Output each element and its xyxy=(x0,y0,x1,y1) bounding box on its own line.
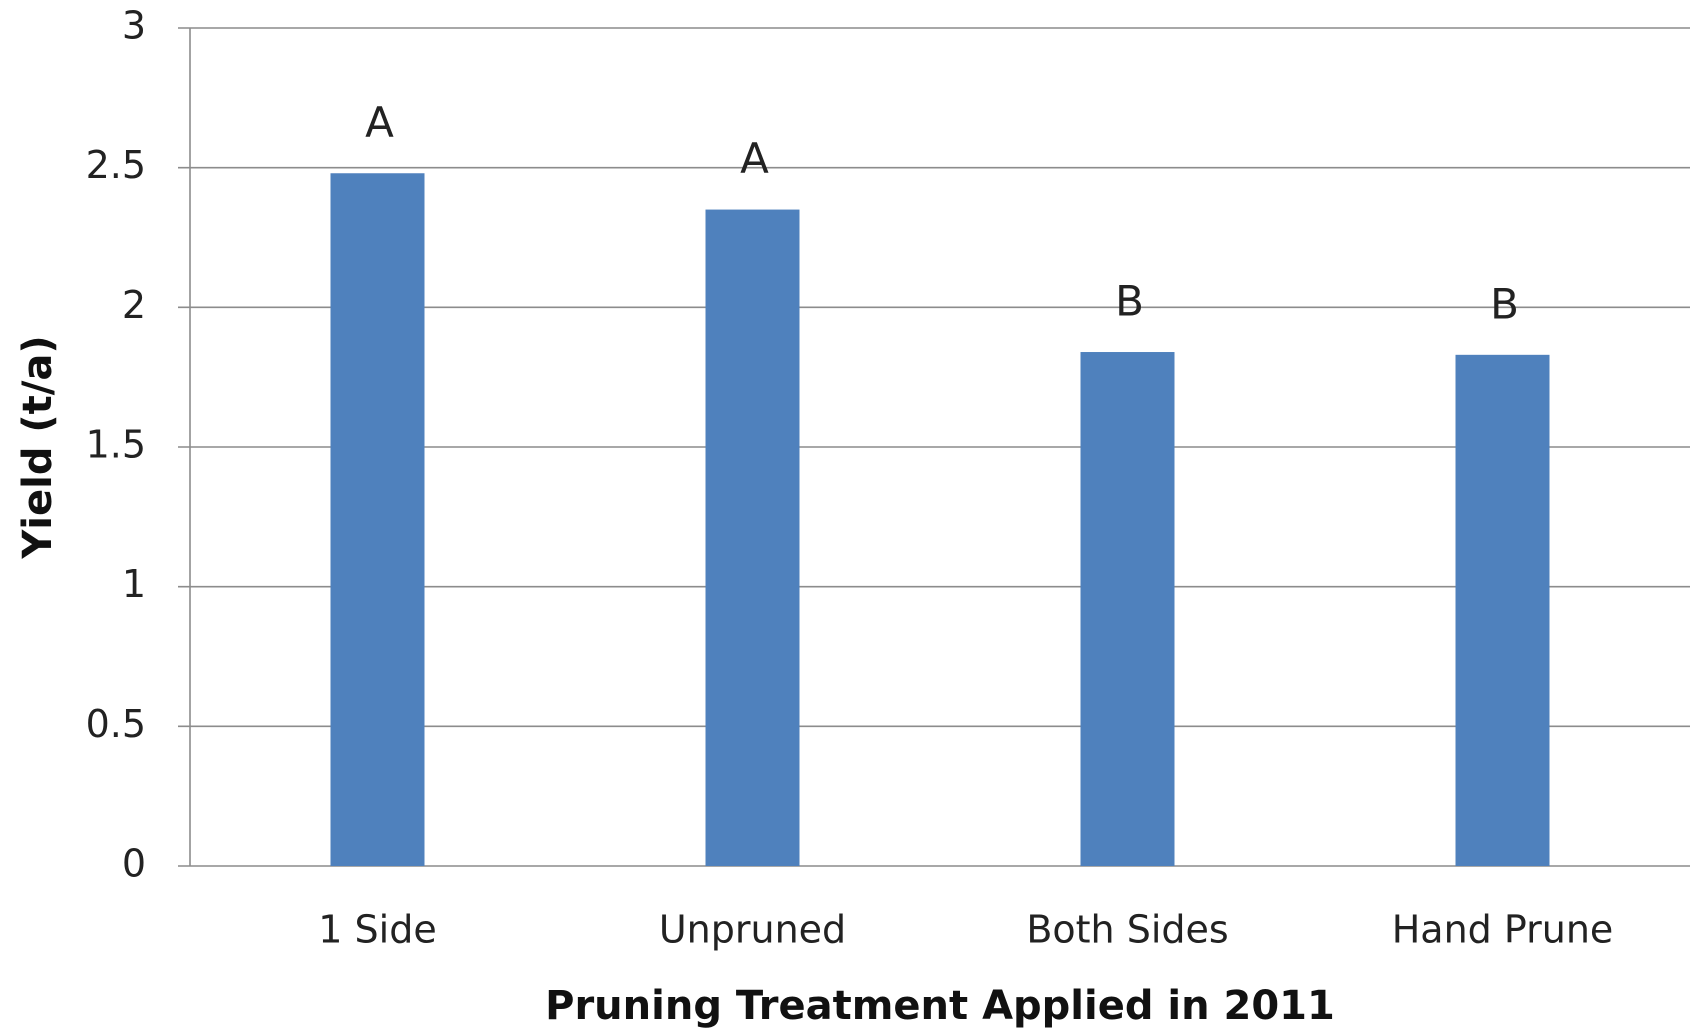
x-axis-title: Pruning Treatment Applied in 2011 xyxy=(545,983,1335,1029)
y-tick-label: 3 xyxy=(122,4,146,48)
bar xyxy=(705,209,800,867)
x-tick-label: Hand Prune xyxy=(1392,908,1614,952)
y-tick-label: 0.5 xyxy=(86,702,146,746)
bar xyxy=(330,173,425,867)
y-tick-label: 1.5 xyxy=(86,423,146,467)
y-axis-title: Yield (t/a) xyxy=(15,335,61,559)
x-tick-label: Unpruned xyxy=(659,908,846,952)
bar-annotation: A xyxy=(365,98,394,147)
y-tick-label: 2 xyxy=(122,283,146,327)
bar-annotation: A xyxy=(740,134,769,183)
x-tick-label: Both Sides xyxy=(1026,908,1228,952)
y-tick-label: 0 xyxy=(122,842,146,886)
x-tick-label: 1 Side xyxy=(318,908,436,952)
bar xyxy=(1080,352,1175,866)
bar-annotation: B xyxy=(1490,279,1519,328)
bar xyxy=(1455,354,1550,866)
y-tick-label: 2.5 xyxy=(86,143,146,187)
y-tick-label: 1 xyxy=(122,562,146,606)
bar-annotation: B xyxy=(1115,277,1144,326)
